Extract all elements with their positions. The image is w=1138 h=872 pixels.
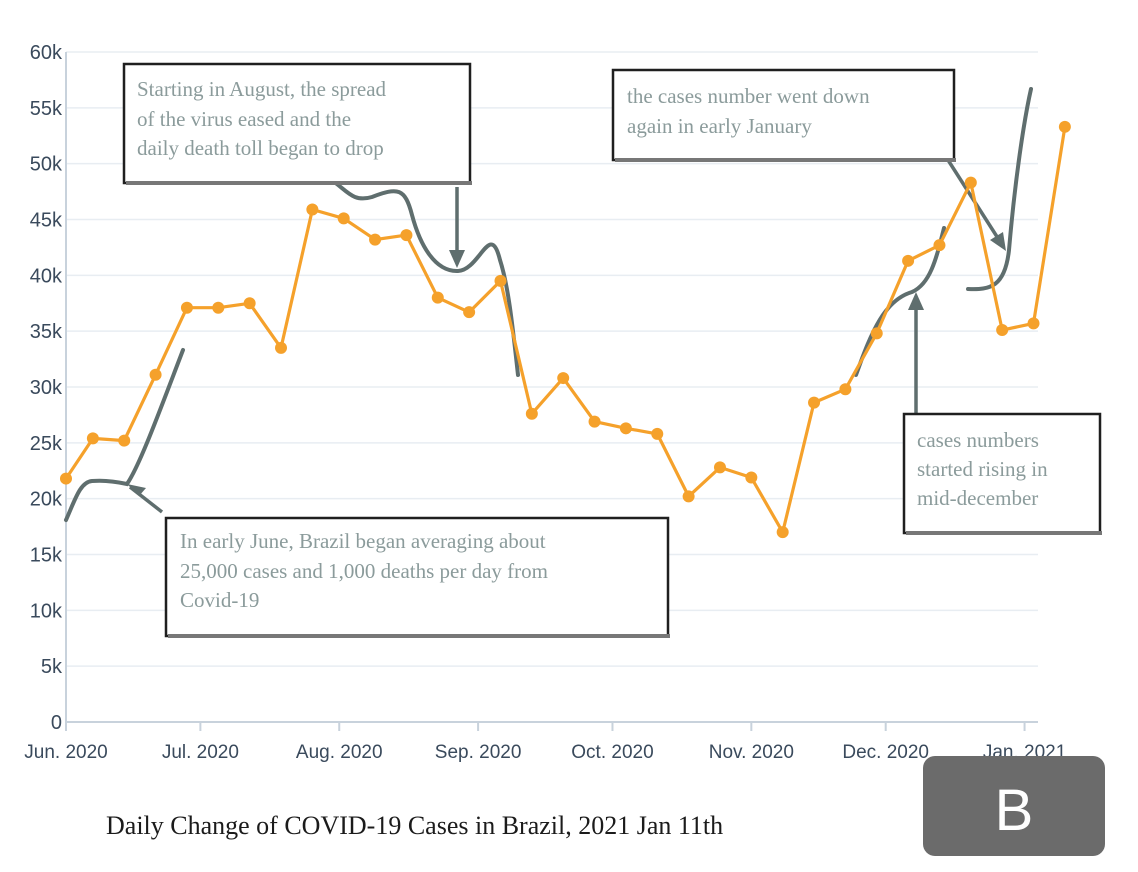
trend-arrow-december	[854, 226, 946, 377]
annotation-text: started rising in	[917, 457, 1048, 481]
data-point	[180, 301, 193, 314]
data-point	[1027, 317, 1040, 330]
x-tick-label: Jun. 2020	[24, 742, 107, 763]
y-tick-label: 30k	[30, 377, 63, 399]
y-tick-label: 60k	[30, 42, 63, 64]
data-point	[149, 368, 162, 381]
data-point	[337, 212, 350, 225]
data-point	[525, 407, 538, 420]
data-point	[86, 432, 99, 445]
y-tick-label: 35k	[30, 321, 63, 343]
x-tick-label: Sep. 2020	[435, 742, 522, 763]
annotation-shadow	[126, 181, 472, 185]
annotation-box	[122, 62, 472, 185]
y-tick-label: 0	[51, 712, 62, 734]
data-point	[902, 254, 915, 267]
chart-title: Daily Change of COVID-19 Cases in Brazil…	[106, 811, 723, 840]
pointer-arrowhead-december	[908, 292, 924, 310]
data-point	[870, 327, 883, 340]
trend-arrow-august	[305, 168, 520, 377]
annotation-text: again in early January	[627, 114, 812, 138]
data-point	[243, 297, 256, 310]
data-point	[431, 291, 444, 304]
data-point	[588, 415, 601, 428]
badge-background	[923, 756, 1105, 856]
data-point	[964, 176, 977, 189]
data-point	[776, 526, 789, 539]
data-point	[60, 472, 72, 485]
pointer-arrowhead-august	[449, 250, 465, 268]
y-tick-label: 50k	[30, 154, 63, 176]
annotation-text: of the virus eased and the	[137, 107, 351, 131]
annotation-shadow	[906, 531, 1102, 535]
annotation-text: cases numbers	[917, 428, 1039, 452]
y-tick-label: 10k	[30, 600, 63, 622]
data-series	[60, 120, 1071, 539]
annotation-august: Starting in August, the spread of the vi…	[122, 62, 472, 185]
data-point	[369, 233, 382, 246]
annotation-text: Starting in August, the spread	[137, 77, 387, 101]
annotation-text: daily death toll began to drop	[137, 136, 384, 160]
axes: 0 5k 10k 15k 20k 25k 30k 35k 40k 45k 50k 55k 60k Jun.…	[24, 42, 1066, 763]
y-tick-label: 55k	[30, 98, 63, 120]
annotation-shadow	[168, 634, 670, 638]
data-point	[212, 301, 225, 314]
y-tick-label: 5k	[41, 656, 63, 678]
data-point	[745, 471, 758, 484]
trend-annotations	[64, 87, 1033, 522]
data-point	[839, 383, 852, 396]
annotation-text: the cases number went down	[627, 84, 870, 108]
data-point	[651, 427, 664, 440]
y-tick-label: 25k	[30, 433, 63, 455]
data-point	[682, 490, 695, 503]
x-tick-label: Jul. 2020	[162, 742, 239, 763]
y-tick-label: 40k	[30, 265, 63, 287]
pointer-arrowhead-january	[990, 232, 1006, 251]
x-tick-label: Oct. 2020	[571, 742, 653, 763]
panel-badge: B	[923, 756, 1105, 856]
annotation-text: 25,000 cases and 1,000 deaths per day fr…	[180, 559, 548, 583]
data-point	[494, 274, 507, 287]
data-point	[996, 324, 1009, 337]
data-point	[557, 372, 570, 385]
pointer-arrowhead-june	[127, 484, 146, 496]
trend-arrow-january	[966, 87, 1033, 292]
data-points	[60, 120, 1071, 539]
data-point	[808, 396, 821, 409]
y-tick-label: 15k	[30, 545, 63, 567]
annotation-text: mid-december	[917, 486, 1038, 510]
annotation-june: In early June, Brazil began averaging ab…	[164, 516, 670, 638]
annotation-shadow	[615, 158, 956, 162]
annotation-january: the cases number went down again in earl…	[611, 68, 956, 162]
data-point	[463, 306, 476, 319]
y-tick-label: 45k	[30, 210, 63, 232]
badge-label: B	[995, 778, 1034, 843]
x-tick-label: Nov. 2020	[709, 742, 794, 763]
annotation-text: Covid-19	[180, 588, 259, 612]
data-point	[619, 422, 632, 435]
x-tick-label: Dec. 2020	[842, 742, 929, 763]
y-tick-label: 20k	[30, 489, 63, 511]
data-point	[713, 461, 726, 474]
data-point	[275, 341, 288, 354]
data-point	[118, 434, 131, 447]
trend-arrow-june	[64, 348, 185, 522]
data-point	[306, 203, 319, 216]
data-point	[933, 239, 946, 252]
data-point	[400, 229, 413, 242]
x-tick-label: Aug. 2020	[296, 742, 383, 763]
annotation-text: In early June, Brazil began averaging ab…	[180, 529, 546, 553]
data-point	[1058, 120, 1071, 133]
annotation-december: cases numbers started rising in mid-dece…	[902, 412, 1102, 535]
